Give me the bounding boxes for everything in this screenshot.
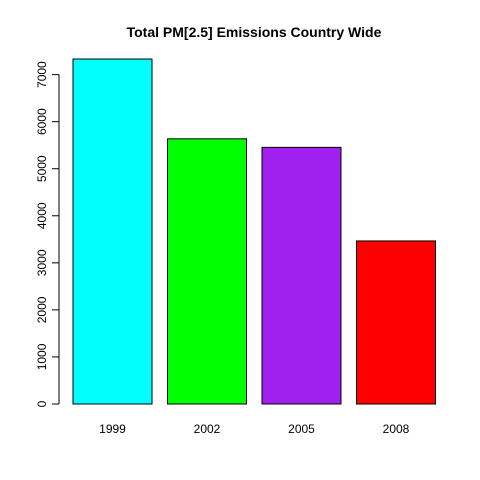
- x-tick-labels: 1999 2002 2005 2008: [99, 422, 410, 436]
- y-tick-label: 4000: [35, 202, 49, 229]
- x-tick-label-1999: 1999: [99, 422, 126, 436]
- y-tick-label: 0: [35, 400, 49, 407]
- bar-2002: [167, 138, 247, 405]
- x-tick-label-2005: 2005: [288, 422, 315, 436]
- chart-title: Total PM[2.5] Emissions Country Wide: [127, 24, 382, 40]
- y-axis: 0 1000 2000 3000 4000 5000 6000 7000: [35, 61, 60, 407]
- y-tick-label: 6000: [35, 108, 49, 135]
- y-tick-label: 2000: [35, 296, 49, 323]
- y-tick-label: 7000: [35, 61, 49, 88]
- y-tick-label: 3000: [35, 249, 49, 276]
- bars-group: [72, 58, 436, 405]
- y-tick-label: 5000: [35, 155, 49, 182]
- x-tick-label-2008: 2008: [383, 422, 410, 436]
- y-tick-label: 1000: [35, 343, 49, 370]
- bar-1999: [72, 58, 153, 405]
- x-tick-label-2002: 2002: [194, 422, 221, 436]
- bar-2008: [356, 240, 436, 405]
- bar-2005: [261, 146, 342, 405]
